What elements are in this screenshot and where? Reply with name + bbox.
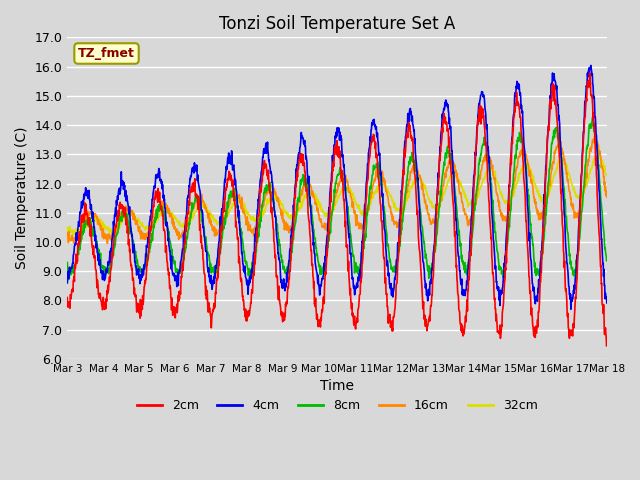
Y-axis label: Soil Temperature (C): Soil Temperature (C) [15, 127, 29, 269]
Text: TZ_fmet: TZ_fmet [78, 47, 135, 60]
Title: Tonzi Soil Temperature Set A: Tonzi Soil Temperature Set A [219, 15, 455, 33]
Legend: 2cm, 4cm, 8cm, 16cm, 32cm: 2cm, 4cm, 8cm, 16cm, 32cm [132, 394, 543, 417]
X-axis label: Time: Time [320, 379, 354, 393]
